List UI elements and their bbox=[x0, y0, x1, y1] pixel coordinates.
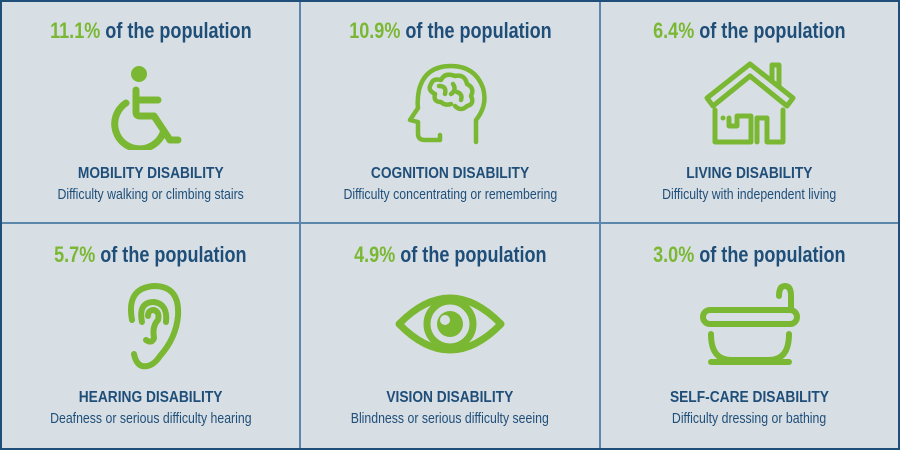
card-title: HEARING DISABILITY bbox=[78, 389, 223, 406]
card-title: VISION DISABILITY bbox=[386, 389, 514, 406]
percent-value: 4.9% bbox=[353, 242, 395, 267]
card-description: Deafness or serious difficulty hearing bbox=[49, 410, 252, 427]
card-description: Blindness or serious difficulty seeing bbox=[350, 410, 550, 427]
house-icon bbox=[695, 60, 805, 150]
card-description: Difficulty dressing or bathing bbox=[672, 410, 827, 427]
percent-value: 11.1% bbox=[49, 18, 100, 43]
stat-suffix: of the population bbox=[699, 18, 846, 43]
stat-suffix: of the population bbox=[100, 242, 247, 267]
stat-suffix: of the population bbox=[699, 242, 846, 267]
card-cognition: 10.9% of the population COGNITION DISABI… bbox=[301, 2, 601, 224]
percent-value: 10.9% bbox=[348, 18, 400, 43]
card-self-care: 3.0% of the population SELF-CARE DISABIL… bbox=[601, 224, 898, 448]
percent-value: 3.0% bbox=[653, 242, 695, 267]
card-title: COGNITION DISABILITY bbox=[370, 165, 530, 182]
wheelchair-icon bbox=[96, 60, 206, 153]
population-stat: 11.1% of the population bbox=[2, 18, 299, 48]
bathtub-icon bbox=[695, 282, 805, 372]
stat-suffix: of the population bbox=[404, 18, 552, 43]
ear-icon bbox=[96, 282, 206, 372]
population-stat: 4.9% of the population bbox=[301, 242, 599, 272]
stat-suffix: of the population bbox=[399, 242, 547, 267]
percent-value: 5.7% bbox=[54, 242, 96, 267]
card-description: Difficulty concentrating or remembering bbox=[343, 186, 557, 203]
population-stat: 10.9% of the population bbox=[301, 18, 599, 48]
eye-icon bbox=[395, 282, 505, 372]
population-stat: 3.0% of the population bbox=[601, 242, 898, 272]
card-description: Difficulty walking or climbing stairs bbox=[57, 186, 244, 203]
card-title: LIVING DISABILITY bbox=[686, 165, 813, 182]
card-title: SELF-CARE DISABILITY bbox=[669, 389, 829, 406]
brain-head-icon bbox=[395, 60, 505, 150]
card-vision: 4.9% of the population VISION DISABILITY… bbox=[301, 224, 601, 448]
population-stat: 6.4% of the population bbox=[601, 18, 898, 48]
stat-suffix: of the population bbox=[104, 18, 252, 43]
card-mobility: 11.1% of the population MOBILITY DISABIL… bbox=[2, 2, 301, 224]
card-description: Difficulty with independent living bbox=[662, 186, 837, 203]
population-stat: 5.7% of the population bbox=[2, 242, 299, 272]
card-hearing: 5.7% of the population HEARING DISABILIT… bbox=[2, 224, 301, 448]
percent-value: 6.4% bbox=[653, 18, 695, 43]
card-living: 6.4% of the population LIVING DISABILITY… bbox=[601, 2, 898, 224]
card-title: MOBILITY DISABILITY bbox=[77, 165, 224, 182]
